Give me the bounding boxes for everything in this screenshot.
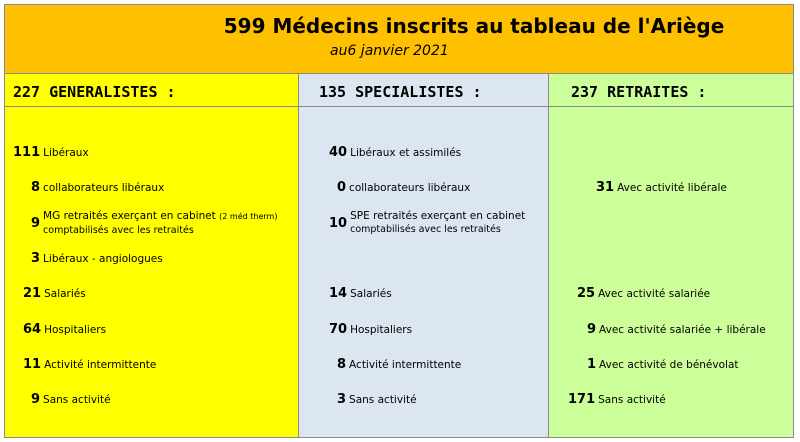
specialistes-sans-row: 3 Sans activité — [337, 392, 417, 407]
retraites-salariee-row: 25 Avec activité salariée — [577, 286, 710, 301]
summary-table: 599 Médecins inscrits au tableau de l'Ar… — [4, 4, 794, 438]
stat-number: 171 — [568, 392, 596, 407]
stat-label: Sans activité — [349, 394, 417, 406]
stat-label: collaborateurs libéraux — [349, 182, 471, 194]
stat-label: Libéraux - angiologues — [43, 253, 163, 265]
retraites-column: 237 RETRAITES : 31 Avec activité libéral… — [549, 74, 793, 437]
stat-number: 0 — [337, 180, 347, 195]
specialistes-spe-retraites-row: 10 SPE retraités exerçant en cabinet com… — [329, 209, 525, 237]
stat-label-line1: MG retraités exerçant en cabinet (2 méd … — [43, 209, 277, 224]
stat-label: Salariés — [44, 288, 86, 300]
stat-number: 70 — [329, 322, 348, 337]
generalistes-sans-row: 9 Sans activité — [31, 392, 111, 407]
stat-number: 11 — [23, 357, 42, 372]
stat-label: Avec activité de bénévolat — [599, 359, 739, 371]
stat-number: 3 — [31, 251, 41, 266]
stat-number: 9 — [31, 216, 41, 231]
stat-label-line1: SPE retraités exerçant en cabinet — [350, 210, 526, 222]
stat-label-line2: comptabilisés avec les retraités — [43, 225, 194, 236]
stat-label: Hospitaliers — [44, 324, 107, 336]
page-title: 599 Médecins inscrits au tableau de l'Ar… — [223, 14, 725, 38]
stat-label: collaborateurs libéraux — [43, 182, 165, 194]
stat-note: (2 méd therm) — [219, 212, 278, 221]
specialistes-liberaux-row: 40 Libéraux et assimilés — [329, 145, 461, 160]
stat-label: Sans activité — [598, 394, 666, 406]
specialistes-heading: 135 SPECIALISTES : — [299, 74, 548, 107]
specialistes-collab-row: 0 collaborateurs libéraux — [337, 180, 470, 195]
stat-number: 25 — [577, 286, 596, 301]
stat-label: Avec activité salariée + libérale — [599, 324, 766, 336]
stat-number: 9 — [31, 392, 41, 407]
stat-number: 8 — [337, 357, 347, 372]
stat-number: 21 — [23, 286, 42, 301]
stat-label: Activité intermittente — [44, 359, 157, 371]
specialistes-column: 135 SPECIALISTES : 40 Libéraux et assimi… — [299, 74, 549, 437]
stat-label: Libéraux et assimilés — [350, 147, 462, 159]
generalistes-heading: 227 GENERALISTES : — [5, 74, 298, 107]
stat-label: Activité intermittente — [349, 359, 462, 371]
stat-label: Avec activité salariée — [598, 288, 711, 300]
generalistes-liberaux-row: 111 Libéraux — [13, 145, 89, 160]
generalistes-angio-row: 3 Libéraux - angiologues — [31, 251, 163, 266]
stat-number: 10 — [329, 215, 348, 231]
specialistes-intermittente-row: 8 Activité intermittente — [337, 357, 461, 372]
retraites-benevolat-row: 1 Avec activité de bénévolat — [587, 357, 739, 372]
generalistes-hospitaliers-row: 64 Hospitaliers — [23, 322, 106, 337]
stat-label: MG retraités exerçant en cabinet — [43, 210, 216, 222]
stat-label-line2: comptabilisés avec les retraités — [350, 224, 501, 235]
stat-number: 40 — [329, 145, 348, 160]
stat-label: Hospitaliers — [350, 324, 413, 336]
generalistes-salaries-row: 21 Salariés — [23, 286, 86, 301]
title-banner: 599 Médecins inscrits au tableau de l'Ar… — [5, 5, 793, 74]
stat-number: 9 — [587, 322, 597, 337]
retraites-sal-lib-row: 9 Avec activité salariée + libérale — [587, 322, 766, 337]
retraites-liberale-row: 31 Avec activité libérale — [596, 180, 727, 195]
stat-number: 14 — [329, 286, 348, 301]
stat-number: 64 — [23, 322, 42, 337]
stat-label: Sans activité — [43, 394, 111, 406]
generalistes-column: 227 GENERALISTES : 111 Libéraux 8 collab… — [5, 74, 299, 437]
stat-number: 31 — [596, 180, 615, 195]
retraites-heading: 237 RETRAITES : — [549, 74, 793, 107]
stat-label: Avec activité libérale — [617, 182, 727, 194]
generalistes-collab-row: 8 collaborateurs libéraux — [31, 180, 164, 195]
generalistes-intermittente-row: 11 Activité intermittente — [23, 357, 156, 372]
stat-number: 1 — [587, 357, 597, 372]
stat-number: 8 — [31, 180, 41, 195]
specialistes-salaries-row: 14 Salariés — [329, 286, 392, 301]
retraites-sans-row: 171 Sans activité — [568, 392, 666, 407]
stat-number: 111 — [13, 145, 41, 160]
generalistes-mg-retraites-row: 9 MG retraités exerçant en cabinet (2 mé… — [31, 209, 277, 238]
page-subtitle: au6 janvier 2021 — [330, 43, 449, 59]
stat-label: Libéraux — [43, 147, 89, 159]
stat-label: Salariés — [350, 288, 392, 300]
specialistes-hospitaliers-row: 70 Hospitaliers — [329, 322, 412, 337]
stat-number: 3 — [337, 392, 347, 407]
